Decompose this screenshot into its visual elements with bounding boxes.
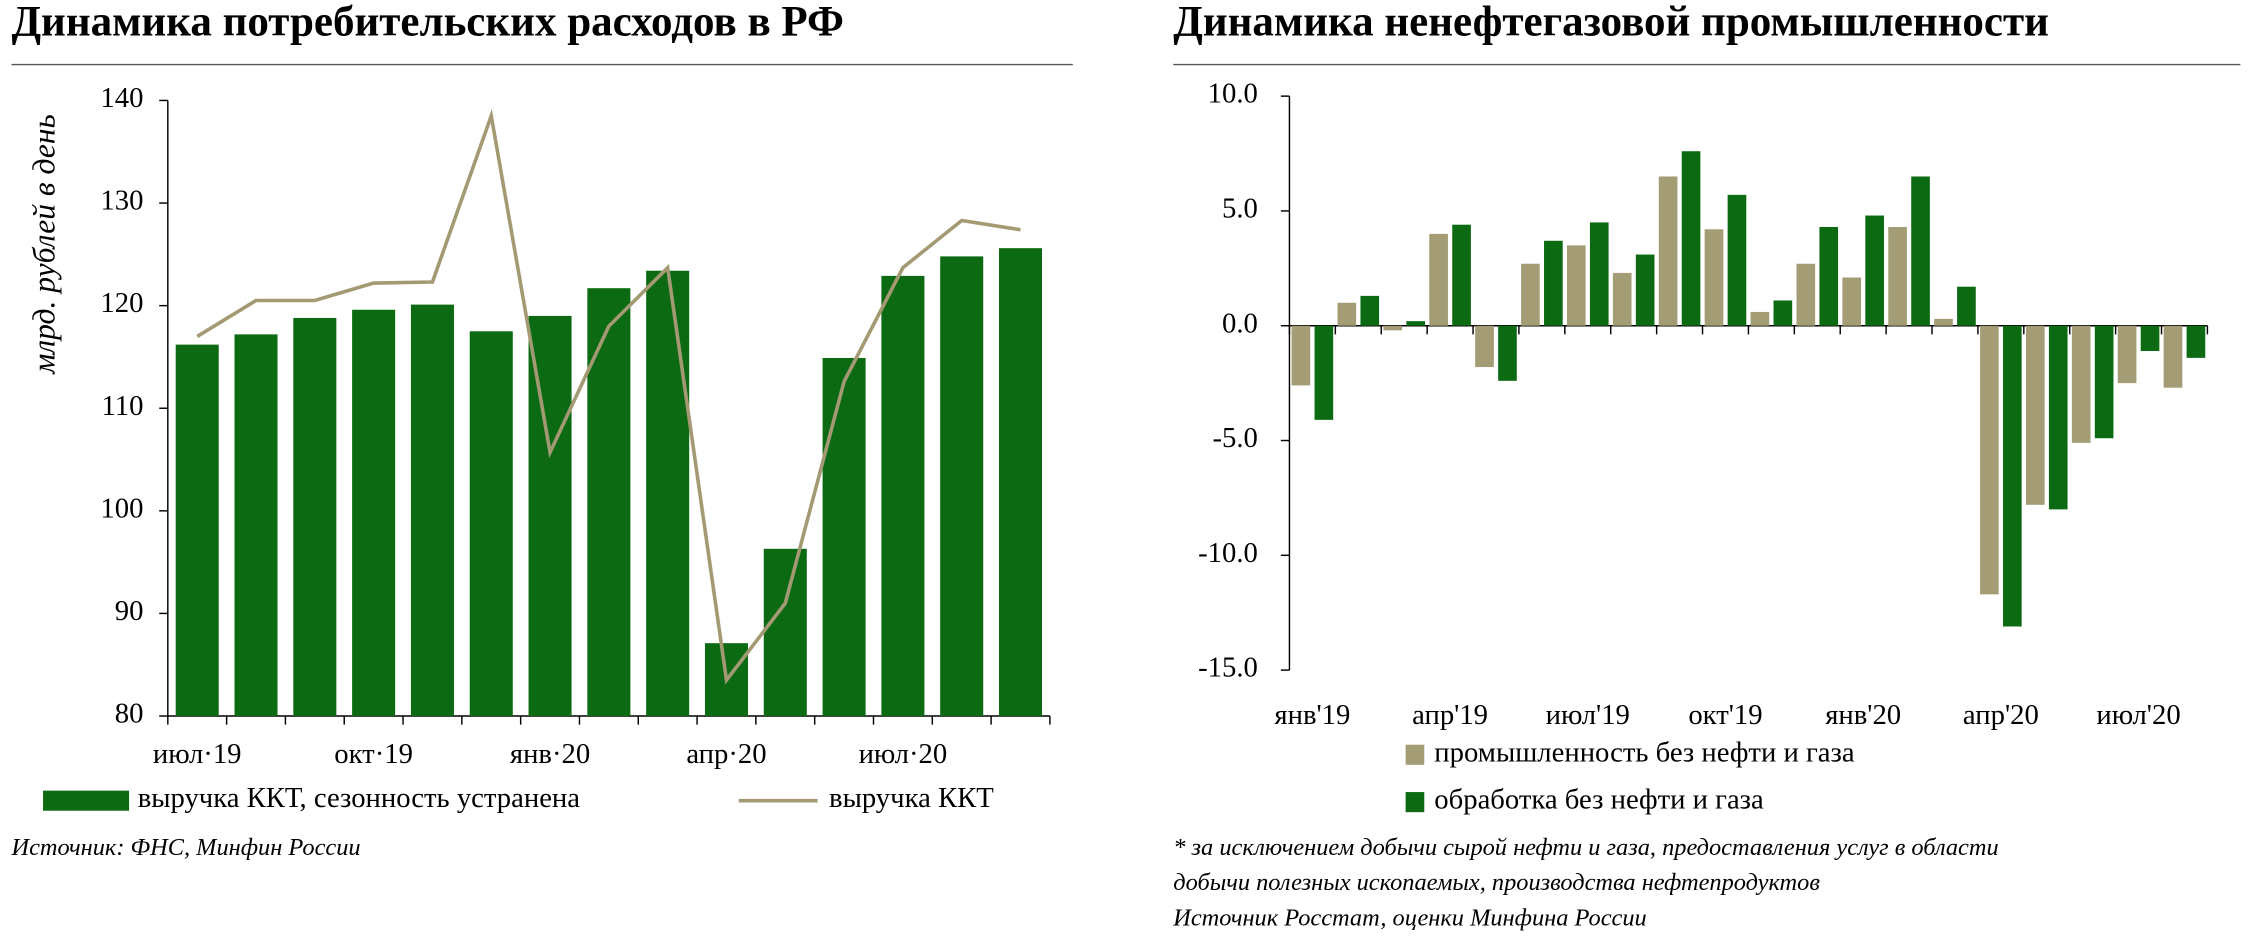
y-tick-label: 120 <box>100 287 143 319</box>
bar <box>646 270 690 717</box>
bar <box>1681 151 1701 326</box>
bar <box>1796 263 1816 326</box>
bar <box>234 334 278 717</box>
legend-label: выручка ККТ <box>829 782 994 814</box>
bar <box>2071 325 2091 443</box>
bar <box>1658 176 1678 326</box>
bar <box>1291 325 1311 386</box>
line-series <box>196 108 1021 685</box>
y-tick-label: 80 <box>115 698 144 730</box>
bar <box>1750 311 1770 326</box>
bar <box>1452 224 1471 326</box>
legend-label: промышленность без нефти и газа <box>1434 736 1855 768</box>
bar <box>175 344 219 717</box>
bar <box>1475 325 1494 368</box>
bar <box>1521 263 1540 326</box>
y-tick-label: 100 <box>100 492 143 524</box>
legend-label: обработка без нефти и газа <box>1434 784 1764 816</box>
bar <box>998 248 1043 717</box>
bar <box>2003 325 2022 627</box>
chart-title: Динамика ненефтегазовой промышленности <box>1173 0 2049 46</box>
y-tick-label: 0.0 <box>1222 307 1258 339</box>
bar <box>352 309 396 717</box>
x-tick-label: апр·20 <box>686 738 766 770</box>
bar <box>1566 245 1586 326</box>
bar <box>1429 233 1448 326</box>
bar <box>1819 227 1839 326</box>
bar <box>1383 325 1403 331</box>
x-tick-label: окт'19 <box>1688 699 1762 731</box>
note: Источник: ФНС, Минфин России <box>10 834 360 861</box>
bar <box>1888 227 1907 326</box>
y-tick-label: -10.0 <box>1198 537 1258 569</box>
x-tick-label: янв'19 <box>1274 699 1350 731</box>
x-tick-label: янв·20 <box>510 738 590 770</box>
bar <box>1314 325 1334 420</box>
note: * за исключением добычи сырой нефти и га… <box>1173 834 1998 861</box>
legend-swatch <box>1405 744 1425 765</box>
bar <box>881 275 925 717</box>
bar <box>410 304 454 717</box>
legend-swatch <box>43 790 130 811</box>
bar <box>1635 254 1655 326</box>
y-tick-label: -5.0 <box>1212 422 1257 454</box>
legend-swatch <box>1405 792 1425 813</box>
bar <box>2048 325 2068 510</box>
bar <box>1544 240 1563 326</box>
bar <box>1360 295 1380 326</box>
note: Источник Росстат, оценки Минфина России <box>1172 904 1646 931</box>
y-tick-label: 140 <box>100 82 143 114</box>
bar <box>1911 176 1930 326</box>
bar <box>2186 325 2206 358</box>
chart-title: Динамика потребительских расходов в РФ <box>11 0 843 46</box>
bar <box>1406 321 1425 326</box>
bar <box>1842 277 1862 326</box>
bar <box>528 315 572 717</box>
bar <box>2140 325 2160 351</box>
x-tick-label: июл·20 <box>859 738 948 770</box>
bar <box>1337 302 1357 326</box>
y-axis-label: млрд. рублей в день <box>27 114 62 375</box>
bar <box>1589 222 1609 326</box>
bar <box>2117 325 2137 384</box>
bar <box>2163 325 2183 388</box>
bar <box>1957 286 1976 326</box>
bar <box>1498 325 1517 381</box>
x-tick-label: июл'20 <box>2096 699 2180 731</box>
x-tick-label: июл'19 <box>1546 699 1630 731</box>
bar <box>293 317 337 717</box>
bar <box>1612 272 1632 326</box>
y-tick-label: -15.0 <box>1198 652 1258 684</box>
bar <box>587 288 631 717</box>
bar <box>2025 325 2045 505</box>
bar <box>763 548 807 717</box>
bar <box>1865 215 1884 326</box>
bar <box>1934 318 1953 326</box>
bar <box>1773 300 1793 326</box>
x-tick-label: янв'20 <box>1825 699 1901 731</box>
legend-label: выручка ККТ, сезонность устранена <box>138 782 581 814</box>
y-tick-label: 90 <box>115 595 144 627</box>
y-tick-label: 110 <box>101 390 143 422</box>
x-tick-label: апр'19 <box>1412 699 1488 731</box>
bar <box>940 256 984 717</box>
y-tick-label: 5.0 <box>1222 193 1258 225</box>
y-tick-label: 10.0 <box>1208 78 1258 110</box>
bar <box>822 357 866 717</box>
bar <box>1704 229 1724 326</box>
bar <box>1980 325 1999 595</box>
x-tick-label: апр'20 <box>1963 699 2039 731</box>
y-tick-label: 130 <box>100 185 143 217</box>
x-tick-label: окт·19 <box>334 738 413 770</box>
x-tick-label: июл·19 <box>153 738 242 770</box>
note: добычи полезных ископаемых, производства… <box>1173 869 1820 896</box>
bar <box>1727 194 1747 326</box>
bar <box>2094 325 2114 439</box>
bar <box>469 331 513 717</box>
